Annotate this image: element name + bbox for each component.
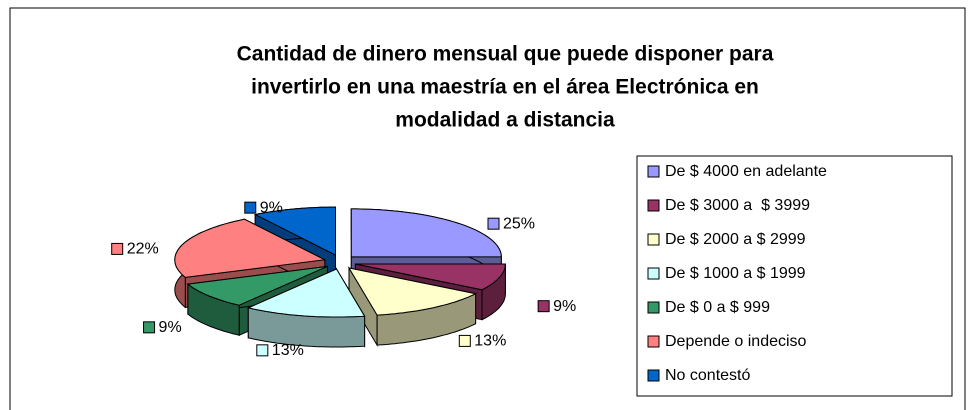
legend-swatch: [647, 301, 660, 314]
legend-box: [636, 155, 953, 397]
legend-label: No contestó: [665, 367, 750, 384]
slice: [355, 263, 506, 291]
legend-swatch: [647, 165, 660, 178]
data-label-key: [244, 201, 257, 214]
legend-swatch: [647, 233, 660, 246]
slice: [174, 218, 327, 278]
data-label: 13%: [272, 342, 304, 359]
data-label-key: [537, 300, 550, 313]
legend-label: Depende o indeciso: [665, 333, 807, 350]
data-label: 9%: [260, 199, 283, 216]
legend-label: De $ 3000 a $ 3999: [665, 197, 810, 214]
chart-title: Cantidad de dinero mensual que puede dis…: [237, 43, 774, 66]
slice: [347, 267, 478, 316]
slice: [186, 265, 328, 306]
legend-label: De $ 1000 a $ 1999: [665, 265, 806, 282]
slice: [253, 206, 336, 256]
slice: [350, 208, 502, 258]
legend-swatch: [647, 199, 660, 212]
data-label: 22%: [127, 241, 159, 258]
data-label-key: [458, 334, 471, 347]
data-label-key: [143, 321, 156, 334]
data-label: 9%: [159, 319, 182, 336]
chart-frame: [9, 7, 966, 410]
data-label-key: [487, 217, 500, 230]
legend-label: De $ 0 a $ 999: [665, 299, 770, 316]
data-label: 9%: [553, 298, 576, 315]
data-label-key: [111, 242, 124, 255]
chart-title: modalidad a distancia: [395, 109, 615, 132]
legend-label: De $ 2000 a $ 2999: [665, 231, 806, 248]
legend-swatch: [647, 335, 660, 348]
slice: [246, 268, 366, 318]
data-label-key: [256, 344, 269, 357]
legend-swatch: [647, 267, 660, 280]
chart-title: invertirlo en una maestría en el área El…: [251, 76, 759, 99]
legend-label: De $ 4000 en adelante: [665, 163, 827, 180]
data-label: 25%: [503, 215, 535, 232]
data-label: 13%: [474, 333, 506, 350]
legend-swatch: [647, 369, 660, 382]
